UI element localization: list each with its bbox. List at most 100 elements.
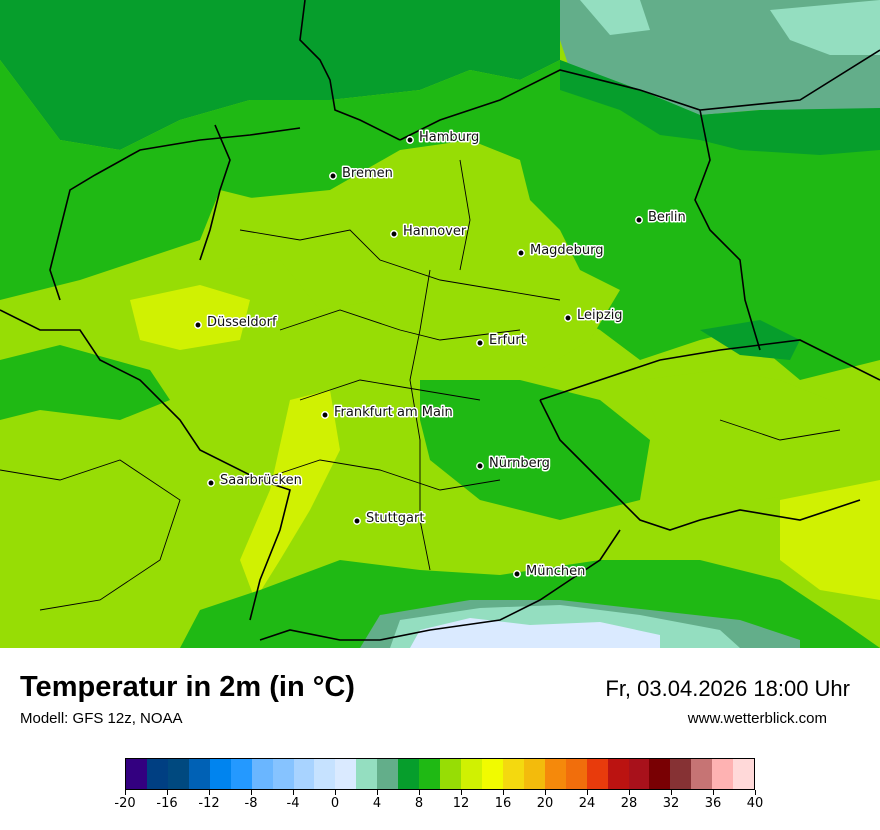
colorbar-tick-label: -4 <box>286 796 300 811</box>
city-dot-icon <box>329 172 337 180</box>
colorbar-tick <box>628 790 630 795</box>
city-dot-icon <box>194 321 202 329</box>
colorbar-segment <box>733 759 755 789</box>
colorbar-segment <box>481 759 503 789</box>
city-label: Frankfurt am Main <box>334 405 453 420</box>
colorbar-tick <box>712 790 714 795</box>
colorbar-segment <box>712 759 734 789</box>
temp-zone-ardennes <box>0 345 170 420</box>
colorbar-tick <box>460 790 462 795</box>
temperature-map[interactable]: Hamburg Bremen Berlin Hannover Magdeburg Düss… <box>0 0 880 648</box>
colorbar-tick <box>586 790 588 795</box>
temp-zone-southeast <box>780 480 880 600</box>
temp-zone-baltic-light2 <box>580 0 650 35</box>
city-marker[interactable]: Hannover <box>390 223 468 241</box>
city-marker[interactable]: Erfurt <box>476 332 527 350</box>
city-marker[interactable]: Berlin <box>635 209 687 227</box>
website-link[interactable]: www.wetterblick.com <box>687 710 827 727</box>
temp-zone-upper-rhine <box>240 390 340 600</box>
colorbar-segment <box>502 759 524 789</box>
city-marker[interactable]: Leipzig <box>564 307 624 325</box>
colorbar-tick <box>334 790 336 795</box>
colorbar-segment <box>167 759 189 789</box>
city-dot-icon <box>476 462 484 470</box>
colorbar-segment <box>230 759 252 789</box>
colorbar-tick <box>208 790 210 795</box>
colorbar-segment <box>377 759 399 789</box>
colorbar-segment <box>586 759 608 789</box>
city-dot-icon <box>207 479 215 487</box>
colorbar-segment <box>607 759 629 789</box>
colorbar-tick-label: 12 <box>452 796 470 811</box>
city-label: Magdeburg <box>530 243 604 258</box>
colorbar-tick-label: 32 <box>662 796 680 811</box>
city-label: Bremen <box>342 166 393 181</box>
colorbar-segment <box>565 759 587 789</box>
colorbar-segment <box>356 759 378 789</box>
temp-zone-alps-cold <box>410 618 660 648</box>
colorbar-tick-label: -8 <box>244 796 258 811</box>
colorbar-tick <box>418 790 420 795</box>
colorbar-segment <box>126 759 147 789</box>
city-dot-icon <box>517 249 525 257</box>
city-dot-icon <box>564 314 572 322</box>
colorbar-tick-label: 40 <box>746 796 764 811</box>
city-marker[interactable]: Stuttgart <box>353 510 426 528</box>
colorbar-tick-label: 4 <box>372 796 382 811</box>
colorbar-tick <box>502 790 504 795</box>
city-marker[interactable]: Bremen <box>329 165 394 183</box>
colorbar-segment <box>335 759 357 789</box>
temp-zone-bavaria <box>420 380 650 520</box>
colorbar-segment <box>251 759 273 789</box>
temp-zone-bohemia <box>640 370 860 500</box>
temp-zone-rhine <box>130 285 250 350</box>
city-dot-icon <box>513 570 521 578</box>
colorbar-tick-label: 8 <box>414 796 424 811</box>
colorbar-segment <box>544 759 566 789</box>
city-marker[interactable]: Düsseldorf <box>194 314 278 332</box>
city-label: Hannover <box>403 224 467 239</box>
colorbar-segment <box>649 759 671 789</box>
city-marker[interactable]: Hamburg <box>406 129 481 147</box>
model-info: Modell: GFS 12z, NOAA <box>20 710 183 727</box>
colorbar-tick-label: -16 <box>156 796 178 811</box>
colorbar-segment <box>146 759 168 789</box>
city-marker[interactable]: Frankfurt am Main <box>321 404 454 422</box>
city-dot-icon <box>321 411 329 419</box>
city-dot-icon <box>390 230 398 238</box>
temp-zone-pomerania <box>560 60 880 155</box>
colorbar-segment <box>628 759 650 789</box>
city-label: Berlin <box>648 210 686 225</box>
colorbar-segment <box>272 759 294 789</box>
city-label: Erfurt <box>489 333 526 348</box>
colorbar-tick <box>166 790 168 795</box>
city-marker[interactable]: Nürnberg <box>476 455 551 473</box>
colorbar-tick <box>124 790 126 795</box>
colorbar-segment <box>188 759 210 789</box>
colorbar-tick-label: 20 <box>536 796 554 811</box>
colorbar-segment <box>419 759 441 789</box>
city-label: Stuttgart <box>366 511 424 526</box>
city-label: Saarbrücken <box>220 473 302 488</box>
colorbar-tick <box>754 790 756 795</box>
city-marker[interactable]: Saarbrücken <box>207 472 303 490</box>
borders <box>0 0 880 641</box>
city-markers: Hamburg Bremen Berlin Hannover Magdeburg Düss… <box>194 129 687 581</box>
colorbar-tick-label: 28 <box>620 796 638 811</box>
colorbar-tick <box>670 790 672 795</box>
colorbar-segment <box>209 759 231 789</box>
temp-zone-north <box>0 60 880 380</box>
city-label: Hamburg <box>419 130 479 145</box>
city-marker[interactable]: München <box>513 563 587 581</box>
colorbar-segment <box>670 759 692 789</box>
city-marker[interactable]: Magdeburg <box>517 242 605 260</box>
temp-zone-northsea <box>0 0 560 150</box>
city-label: Nürnberg <box>489 456 550 471</box>
forecast-datetime: Fr, 03.04.2026 18:00 Uhr <box>605 676 850 701</box>
colorbar-tick-label: 24 <box>578 796 596 811</box>
temperature-colorbar <box>125 758 755 790</box>
page-title: Temperatur in 2m (in °C) <box>20 671 355 703</box>
colorbar-tick-label: 16 <box>494 796 512 811</box>
city-label: München <box>526 564 585 579</box>
colorbar-tick <box>292 790 294 795</box>
